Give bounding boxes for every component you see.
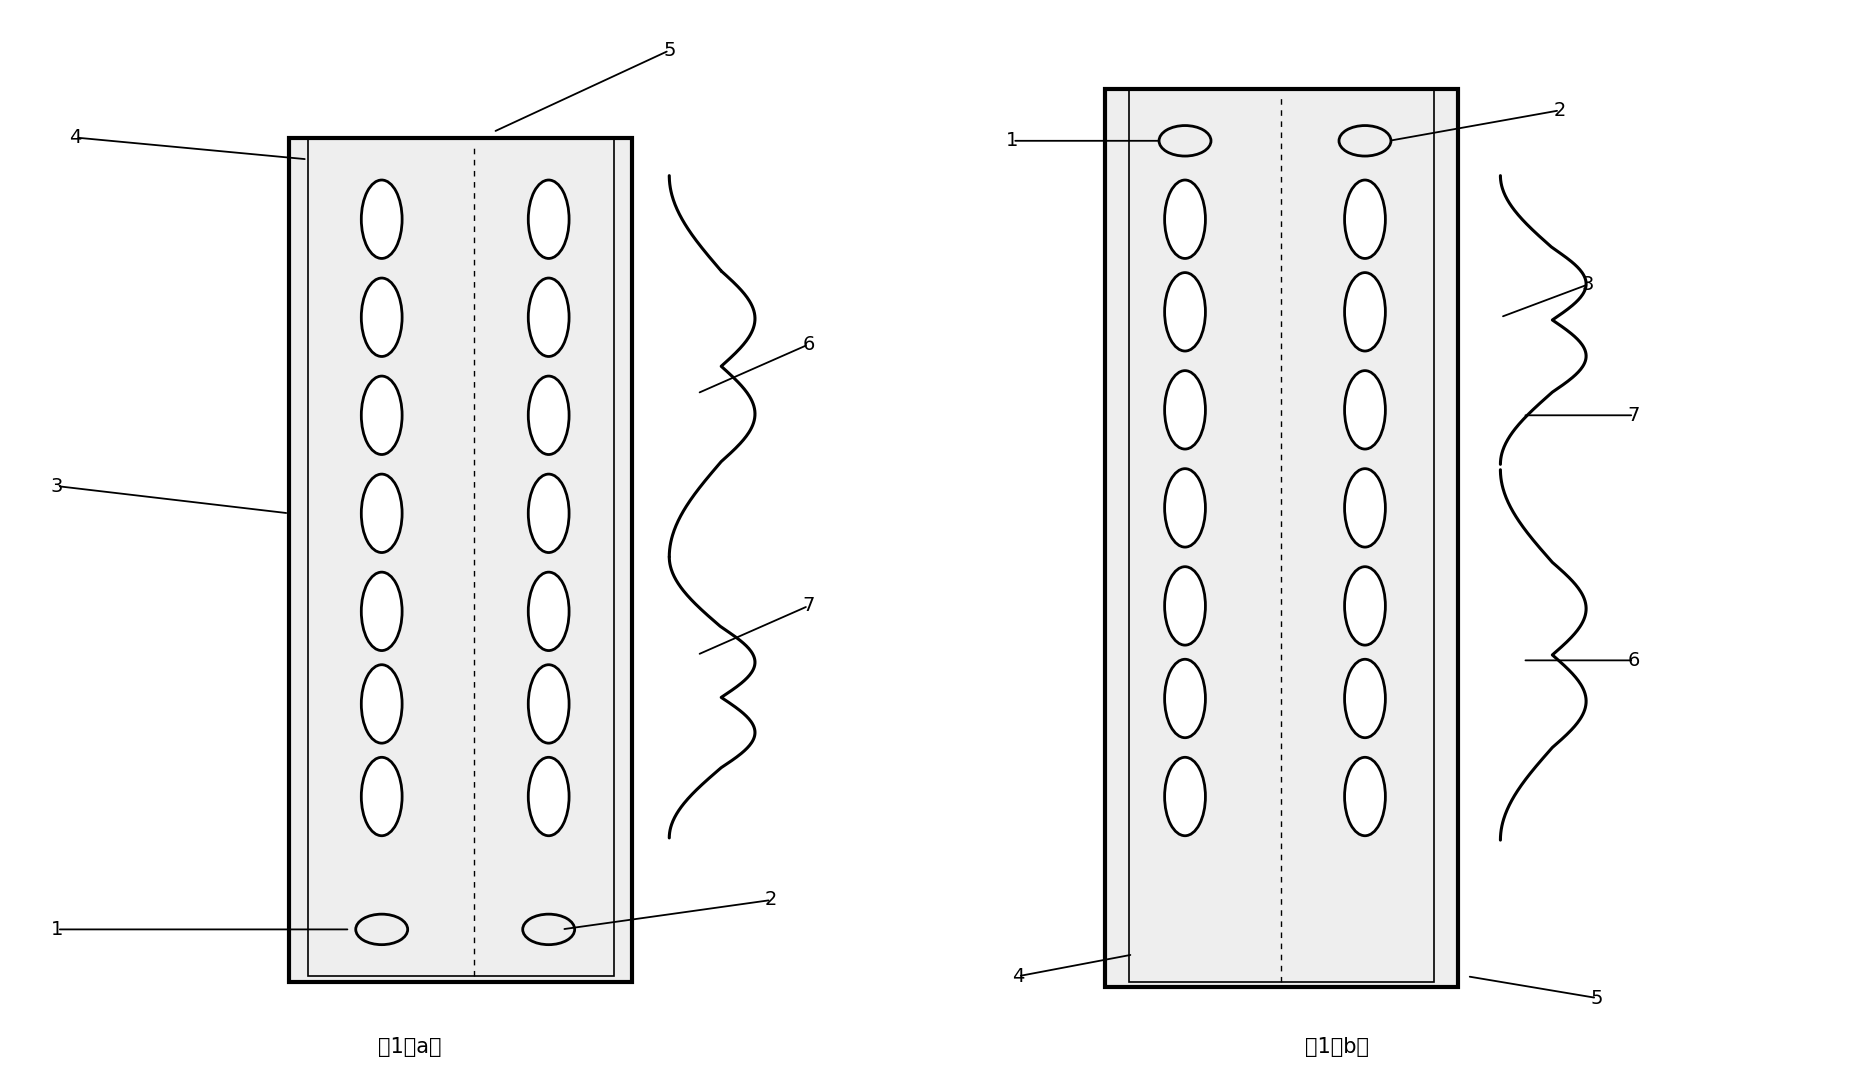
Text: 2: 2 — [765, 890, 776, 910]
Ellipse shape — [1164, 180, 1205, 259]
Ellipse shape — [1164, 758, 1205, 835]
Ellipse shape — [1164, 468, 1205, 547]
Text: 图1（b）: 图1（b） — [1304, 1037, 1369, 1057]
Ellipse shape — [1344, 180, 1385, 259]
Text: 3: 3 — [1580, 275, 1593, 294]
Ellipse shape — [527, 474, 568, 553]
Text: 4: 4 — [1012, 966, 1023, 986]
Ellipse shape — [360, 572, 401, 651]
Ellipse shape — [1344, 273, 1385, 351]
Bar — [1105, 88, 1458, 987]
Text: 5: 5 — [663, 40, 676, 60]
Text: 图1（a）: 图1（a） — [377, 1037, 442, 1057]
Ellipse shape — [1344, 567, 1385, 645]
Text: 7: 7 — [1627, 406, 1640, 425]
Ellipse shape — [360, 474, 401, 553]
Ellipse shape — [527, 572, 568, 651]
Ellipse shape — [360, 665, 401, 744]
Bar — [290, 138, 631, 982]
Ellipse shape — [360, 758, 401, 835]
Ellipse shape — [360, 376, 401, 454]
Ellipse shape — [527, 758, 568, 835]
Ellipse shape — [527, 278, 568, 356]
Text: 6: 6 — [802, 335, 813, 354]
Text: 1: 1 — [1006, 131, 1018, 151]
Text: 4: 4 — [69, 128, 82, 147]
Ellipse shape — [527, 665, 568, 744]
Ellipse shape — [1344, 660, 1385, 738]
Ellipse shape — [1344, 370, 1385, 449]
Text: 7: 7 — [802, 596, 813, 616]
Text: 6: 6 — [1627, 651, 1640, 669]
Ellipse shape — [1164, 567, 1205, 645]
Text: 5: 5 — [1590, 988, 1603, 1008]
Ellipse shape — [1164, 370, 1205, 449]
Ellipse shape — [1344, 468, 1385, 547]
Ellipse shape — [1164, 273, 1205, 351]
Text: 2: 2 — [1552, 100, 1565, 120]
Ellipse shape — [360, 180, 401, 259]
Ellipse shape — [527, 376, 568, 454]
Ellipse shape — [360, 278, 401, 356]
Ellipse shape — [527, 180, 568, 259]
Ellipse shape — [1164, 660, 1205, 738]
Ellipse shape — [1344, 758, 1385, 835]
Bar — [1129, 88, 1434, 982]
Bar — [308, 138, 613, 976]
Text: 3: 3 — [50, 476, 63, 496]
Text: 1: 1 — [50, 919, 63, 939]
